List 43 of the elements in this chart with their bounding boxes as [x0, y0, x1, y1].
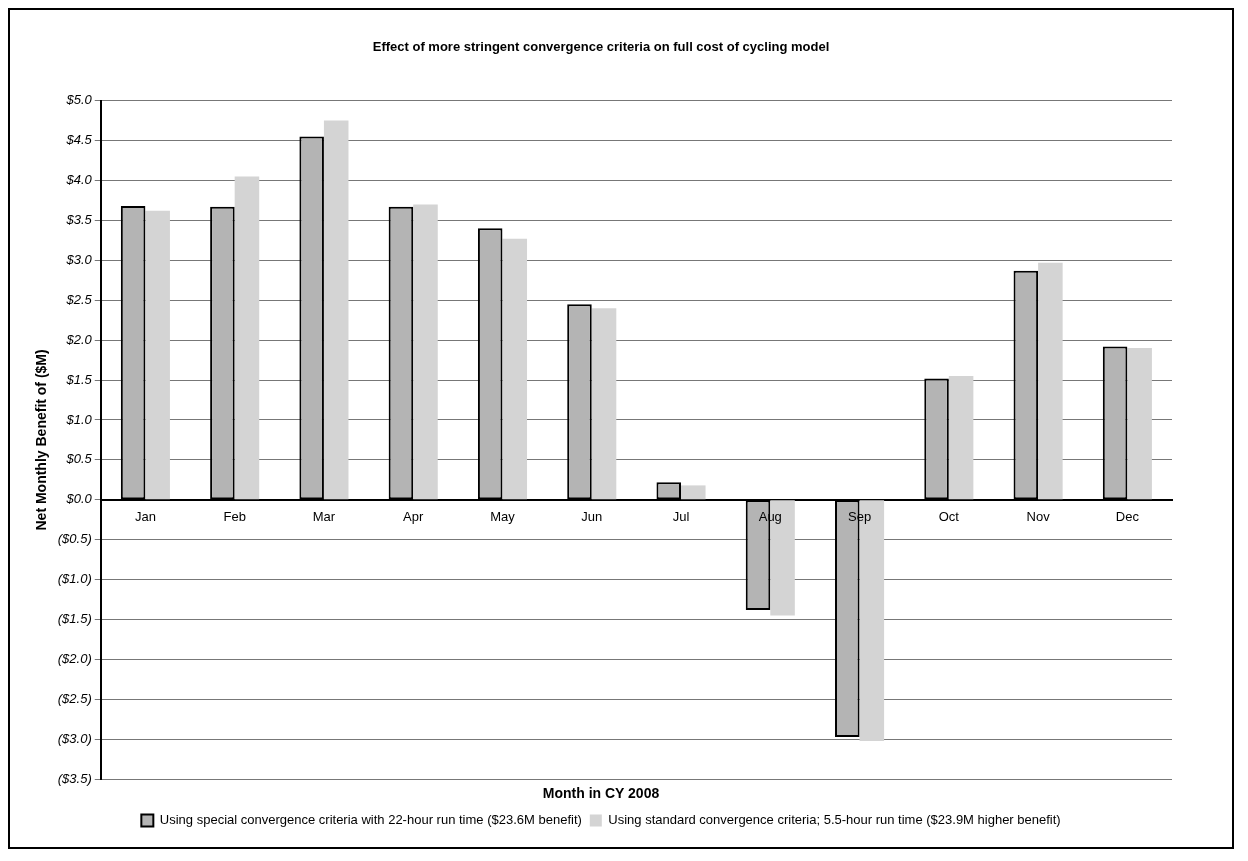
y-tick-label: ($2.0): [57, 651, 92, 667]
y-tick-label: $1.5: [65, 371, 93, 387]
x-tick-label: Apr: [403, 508, 424, 524]
bar: [1038, 262, 1063, 500]
x-tick-label: May: [490, 508, 516, 524]
x-tick-label: Oct: [938, 508, 960, 524]
y-tick-label: ($3.0): [57, 730, 92, 746]
y-tick-label: $3.5: [65, 211, 93, 227]
x-axis-title: Month in CY 2008: [542, 785, 660, 802]
x-tick-label: Nov: [1026, 508, 1051, 524]
y-tick-label: $5.0: [65, 92, 93, 108]
y-tick-label: ($1.5): [57, 611, 92, 627]
y-tick-label: ($0.5): [57, 531, 92, 547]
legend-label: Using standard convergence criteria; 5.5-hour run time ($23.9M higher benefit): [608, 812, 1061, 828]
bar: [1127, 348, 1152, 500]
y-tick-label: $0.0: [65, 491, 93, 507]
x-tick-label: Jan: [134, 508, 156, 524]
bar: [323, 120, 349, 500]
bar: [681, 485, 706, 500]
bar: [591, 308, 617, 500]
y-axis-title: Net Monthly Benefit of ($M): [33, 349, 50, 531]
y-tick-label: $2.5: [65, 291, 93, 307]
legend-label: Using special convergence criteria with 22-hour run time ($23.6M benefit): [159, 812, 582, 828]
y-tick-label: ($3.5): [57, 770, 92, 786]
y-tick-label: $4.5: [65, 132, 93, 148]
bar: [413, 204, 438, 500]
y-tick-label: $2.0: [65, 331, 93, 347]
chart-title: Effect of more stringent convergence criteria on full cost of cycling model: [372, 39, 830, 55]
y-tick-label: ($1.0): [57, 571, 92, 587]
x-tick-label: Dec: [1115, 508, 1140, 524]
bar: [948, 376, 974, 500]
bar: [145, 210, 170, 500]
x-tick-label: Feb: [223, 508, 246, 524]
x-tick-label: Mar: [312, 508, 336, 524]
x-tick-label: Jul: [672, 508, 690, 524]
y-tick-label: $1.0: [65, 411, 93, 427]
bar: [234, 176, 260, 500]
y-tick-label: $3.0: [65, 251, 93, 267]
bar: [502, 238, 528, 500]
y-tick-label: $0.5: [65, 451, 93, 467]
y-tick-label: $4.0: [65, 172, 93, 188]
y-tick-label: ($2.5): [57, 690, 92, 706]
x-tick-label: Jun: [581, 508, 603, 524]
